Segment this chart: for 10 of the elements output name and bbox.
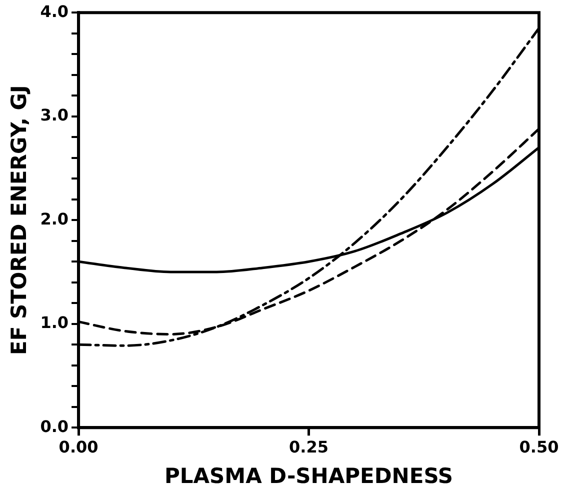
y-axis-title: EF STORED ENERGY, GJ [7,85,32,356]
y-tick-label: 1.0 [40,313,69,332]
y-tick-label: 4.0 [40,2,69,21]
x-tick-label: 0.00 [58,437,98,456]
x-tick-label: 0.25 [289,437,329,456]
y-tick-label: 2.0 [40,209,69,228]
y-tick-label: 3.0 [40,106,69,125]
x-axis-title: PLASMA D-SHAPEDNESS [164,464,454,488]
y-tick-label: 0.0 [40,416,69,436]
x-tick-label: 0.50 [519,437,559,456]
